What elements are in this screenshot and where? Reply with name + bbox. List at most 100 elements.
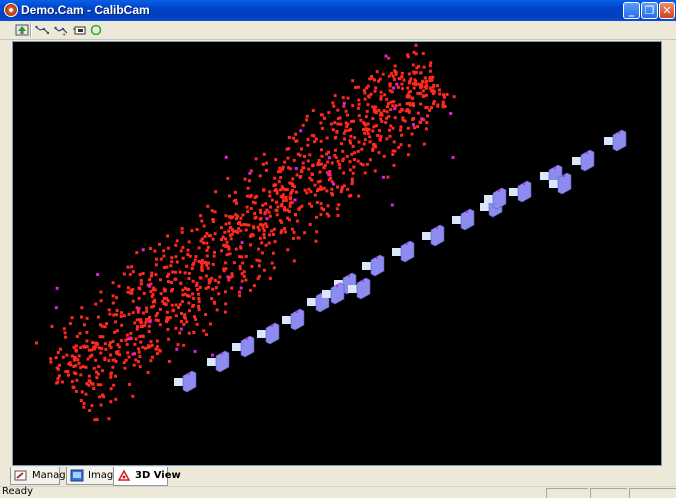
- point: [74, 348, 78, 352]
- point: [445, 93, 449, 96]
- measure-tool-2-icon: +: [54, 26, 68, 38]
- maximize-button[interactable]: ❐: [641, 2, 658, 19]
- point: [387, 56, 391, 60]
- point: [263, 212, 267, 216]
- title-bar[interactable]: Demo.Cam - CalibCam _ ❐ ✕: [0, 0, 676, 21]
- point: [251, 200, 255, 204]
- import-button[interactable]: [14, 23, 30, 37]
- toolbar-separator: [30, 23, 32, 37]
- point: [196, 288, 199, 291]
- point: [392, 100, 396, 104]
- point: [187, 277, 191, 280]
- point: [197, 300, 201, 304]
- point: [350, 180, 354, 184]
- minimize-button[interactable]: _: [623, 2, 640, 19]
- point: [351, 171, 355, 175]
- point: [137, 350, 141, 354]
- point: [186, 248, 190, 252]
- point: [317, 158, 321, 162]
- point: [368, 135, 372, 139]
- point: [284, 196, 288, 199]
- point: [349, 134, 353, 138]
- close-button[interactable]: ✕: [659, 2, 675, 19]
- point: [344, 129, 348, 133]
- point: [340, 188, 344, 192]
- point: [167, 360, 171, 363]
- point: [363, 131, 367, 135]
- point: [76, 358, 80, 362]
- 3d-view-canvas[interactable]: [12, 41, 662, 466]
- point: [117, 345, 121, 349]
- point: [147, 330, 151, 333]
- point: [138, 335, 142, 338]
- point: [366, 84, 370, 88]
- point: [319, 213, 323, 217]
- point: [127, 312, 131, 316]
- point: [270, 261, 274, 265]
- point: [323, 116, 326, 120]
- point: [61, 355, 65, 359]
- point: [62, 327, 66, 331]
- tab-images[interactable]: Images: [66, 467, 125, 485]
- point: [255, 258, 259, 262]
- point: [370, 76, 374, 80]
- point: [227, 229, 231, 233]
- point: [67, 373, 70, 377]
- point: [288, 167, 292, 171]
- point: [234, 213, 238, 217]
- camera-view-button[interactable]: [71, 23, 87, 37]
- point: [79, 399, 83, 402]
- point: [262, 236, 266, 240]
- point: [264, 168, 268, 172]
- tab-manager[interactable]: Manager: [10, 467, 76, 485]
- control-point: [265, 217, 269, 221]
- point: [75, 378, 79, 382]
- point: [197, 308, 201, 312]
- point: [166, 299, 170, 303]
- point: [247, 223, 251, 227]
- point: [145, 306, 148, 310]
- point: [452, 95, 456, 99]
- point: [372, 107, 376, 111]
- point: [363, 171, 367, 175]
- point: [202, 329, 206, 333]
- measure-tool-2-button[interactable]: +: [53, 23, 69, 38]
- point: [327, 150, 331, 154]
- point: [274, 158, 278, 162]
- tab-3d-view[interactable]: 3D View: [113, 467, 181, 486]
- point: [141, 345, 145, 349]
- point: [407, 109, 411, 113]
- measure-tool-1-button[interactable]: [34, 23, 50, 37]
- point: [351, 144, 355, 148]
- point: [193, 315, 196, 319]
- point: [239, 216, 243, 220]
- point: [224, 261, 228, 265]
- point: [239, 223, 243, 227]
- point: [225, 240, 229, 244]
- point: [400, 82, 404, 86]
- point: [99, 299, 103, 303]
- point: [70, 380, 74, 384]
- point: [132, 363, 136, 367]
- point: [156, 352, 159, 356]
- point: [137, 296, 141, 300]
- point: [373, 169, 377, 173]
- point: [287, 136, 291, 139]
- point: [115, 352, 119, 356]
- point: [325, 152, 328, 156]
- circle-select-button[interactable]: [88, 23, 104, 37]
- point: [211, 218, 215, 221]
- app-icon[interactable]: [4, 3, 18, 17]
- point: [442, 93, 445, 97]
- point: [214, 190, 218, 194]
- point: [200, 268, 204, 272]
- point: [190, 267, 194, 270]
- point: [280, 204, 283, 208]
- point: [376, 134, 380, 137]
- point: [136, 310, 140, 314]
- point: [285, 147, 289, 151]
- point: [57, 374, 61, 378]
- point: [120, 311, 124, 315]
- 3d-scene[interactable]: [13, 42, 661, 465]
- point: [229, 216, 233, 220]
